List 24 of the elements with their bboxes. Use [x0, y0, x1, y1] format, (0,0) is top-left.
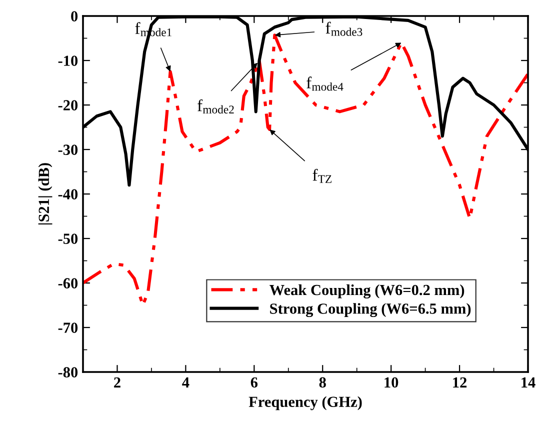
x-tick-label: 2 [114, 377, 120, 388]
x-tick-label: 14 [522, 377, 536, 388]
y-tick-label: -70 [58, 322, 78, 333]
y-tick-label: -30 [58, 144, 78, 155]
x-tick-label: 12 [453, 377, 467, 388]
x-axis-title: Frequency (GHz) [248, 396, 362, 410]
annotation: f$_{mode3}$ [326, 22, 362, 36]
x-tick-label: 8 [319, 377, 326, 388]
y-tick-label: -60 [58, 278, 78, 288]
legend-label: Weak Coupling (W6=0.2 mm) [270, 284, 464, 298]
y-tick-label: -40 [58, 189, 78, 200]
y-tick-label: -10 [58, 56, 78, 66]
x-tick-label: 4 [182, 377, 190, 388]
y-tick-label: -20 [58, 100, 78, 110]
annotation: f$_{mode2}$ [198, 99, 234, 114]
y-tick-label: -50 [58, 234, 78, 244]
x-tick-label: 10 [384, 377, 398, 388]
annotation: f$_{TZ}$ [312, 168, 332, 183]
x-tick-label: 6 [250, 377, 258, 388]
y-axis-title: |S21| (dB) [38, 163, 52, 224]
legend-label: Strong Coupling (W6=6.5 mm) [270, 303, 471, 318]
annotation: f$_{mode4}$ [306, 76, 344, 91]
y-tick-label: 0 [71, 11, 78, 22]
y-tick-label: -80 [58, 367, 78, 378]
